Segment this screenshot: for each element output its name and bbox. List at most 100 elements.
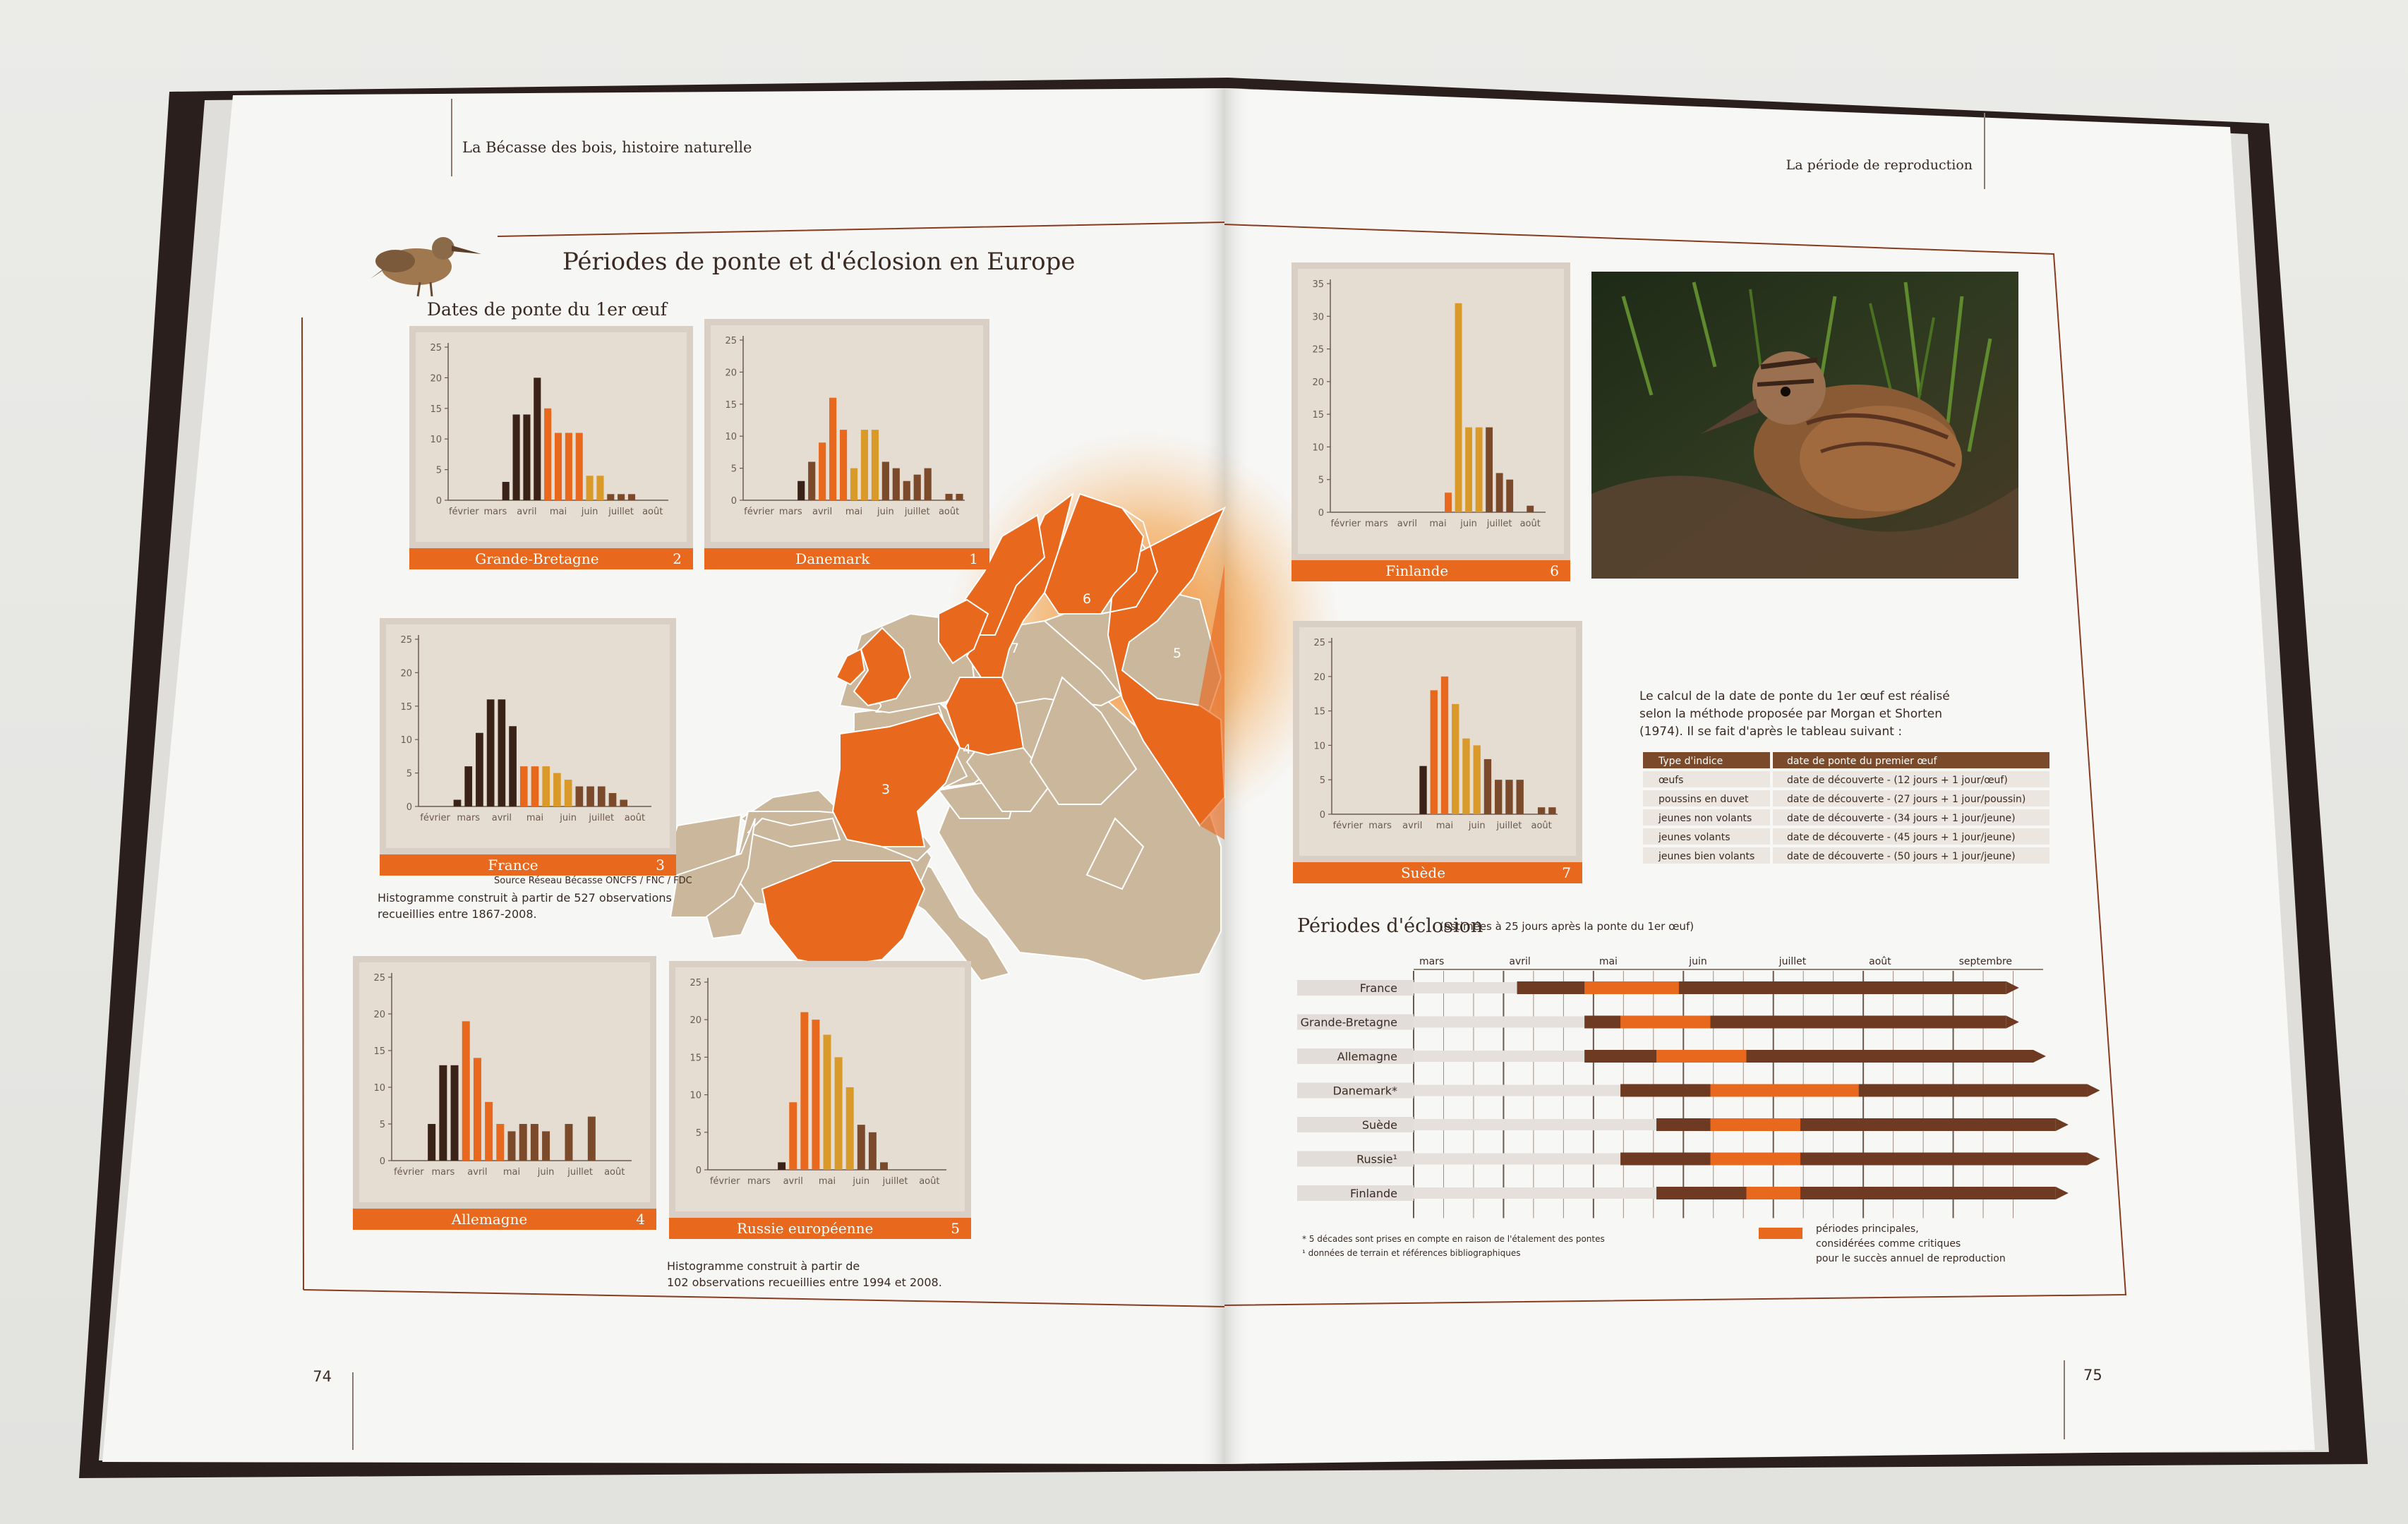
bar	[607, 494, 615, 500]
main-period-bar	[1584, 981, 1679, 994]
table-row: œufs date de découverte - (12 jours + 1 …	[1643, 771, 2049, 787]
bar	[453, 799, 462, 806]
row-label-bg	[1297, 1151, 1414, 1167]
row-label: Russie¹	[1356, 1153, 1397, 1166]
y-tick-label: 10	[1313, 741, 1325, 751]
hatching-row: France	[1297, 980, 2019, 996]
y-tick-label: 0	[731, 496, 737, 507]
x-tick-label: avril	[1402, 821, 1422, 831]
chart-panel	[1299, 627, 1576, 856]
bar	[1486, 427, 1493, 512]
y-tick-label: 15	[430, 404, 442, 415]
hatching-period-bar	[1620, 1152, 2088, 1166]
main-period-bar	[1620, 1015, 1711, 1029]
bar	[608, 793, 617, 806]
bar	[565, 433, 572, 500]
right-page-number: 75	[2083, 1367, 2102, 1384]
bar	[428, 1124, 436, 1161]
hatching-periods-chart: mars avril mai juin juillet août septembre Fran…	[1297, 956, 2100, 1218]
x-tick-label: mai	[1429, 519, 1446, 529]
month-label: septembre	[1959, 956, 2012, 967]
x-tick-label: juillet	[882, 1176, 908, 1187]
bar	[531, 766, 539, 806]
main-period-bar	[1746, 1187, 1800, 1199]
y-tick-label: 25	[1313, 638, 1325, 648]
bar	[597, 786, 606, 806]
x-tick-label: mai	[819, 1176, 836, 1187]
country-number: 3	[656, 857, 665, 873]
x-tick-label: juillet	[1486, 519, 1512, 529]
bar	[565, 1124, 573, 1161]
table-row: jeunes volants date de découverte - (45 …	[1643, 828, 2049, 845]
table-row: poussins en duvet date de découverte - (…	[1643, 790, 2049, 806]
y-tick-label: 15	[1312, 410, 1324, 421]
x-tick-label: août	[604, 1167, 625, 1178]
hatching-title: Périodes d'éclosion	[1297, 915, 1483, 937]
page-title: Périodes de ponte et d'éclosion en Europ…	[562, 248, 1075, 276]
y-tick-label: 0	[380, 1156, 385, 1167]
table-cell: poussins en duvet	[1658, 794, 1749, 805]
x-tick-label: juin	[537, 1167, 555, 1178]
footnote-1: * 5 décades sont prises en compte en rai…	[1302, 1234, 1605, 1244]
table-cell: date de découverte - (45 jours + 1 jour/…	[1787, 832, 2016, 843]
bar	[1452, 703, 1459, 814]
bar	[945, 493, 953, 500]
x-tick-label: juin	[559, 813, 577, 823]
country-band	[1292, 560, 1570, 581]
row-label: Finlande	[1350, 1187, 1397, 1200]
bar	[512, 414, 520, 500]
main-period-bar	[1710, 1118, 1800, 1131]
table-cell: date de découverte - (34 jours + 1 jour/…	[1787, 813, 2016, 824]
table-cell: jeunes non volants	[1658, 813, 1752, 824]
bar	[823, 1034, 831, 1170]
bar	[450, 1065, 459, 1161]
bar	[486, 699, 495, 806]
row-label: Suède	[1362, 1118, 1397, 1132]
bar	[871, 430, 879, 500]
bar	[542, 1131, 550, 1161]
country-label: Suède	[1401, 864, 1445, 881]
france-note-line-1: Histogramme construit à partir de 527 ob…	[378, 891, 672, 905]
legend-line-1: périodes principales,	[1816, 1223, 1919, 1235]
bar	[509, 726, 517, 806]
main-period-bar	[1710, 1152, 1800, 1166]
left-running-head: La Bécasse des bois, histoire naturelle	[462, 139, 752, 156]
country-band	[669, 1218, 971, 1239]
country-label: Grande-Bretagne	[475, 550, 598, 567]
y-tick-label: 15	[373, 1046, 385, 1057]
y-tick-label: 5	[696, 1128, 702, 1139]
bar	[1505, 780, 1513, 814]
pre-period-bar	[1414, 982, 1517, 993]
bar	[868, 1132, 877, 1170]
row-label-bg	[1297, 1117, 1414, 1132]
bar	[476, 732, 483, 806]
map-country-number: 5	[1173, 646, 1181, 661]
hatching-row: Allemagne	[1297, 1048, 2046, 1064]
legend-swatch	[1759, 1228, 1802, 1239]
woodcock-illustration-icon	[371, 237, 481, 297]
x-tick-label: mars	[779, 507, 802, 517]
x-tick-label: mars	[457, 813, 480, 823]
bar	[586, 786, 594, 806]
x-tick-label: avril	[517, 507, 536, 517]
france-source: Source Réseau Bécasse ONCFS / FNC / FDC	[494, 876, 692, 886]
map-country-number: 7	[1011, 641, 1019, 656]
x-tick-label: mai	[550, 507, 567, 517]
bar	[627, 494, 636, 500]
bar	[564, 780, 572, 806]
bar	[1473, 745, 1481, 814]
bar	[857, 1125, 865, 1170]
bar	[462, 1021, 470, 1161]
method-text-line-3: (1974). Il se fait d'après le tableau su…	[1639, 725, 1902, 739]
y-tick-label: 5	[1320, 775, 1325, 786]
x-tick-label: février	[1333, 821, 1363, 831]
bar	[575, 786, 584, 806]
method-text-line-2: selon la méthode proposée par Morgan et …	[1639, 707, 1942, 721]
pre-period-bar	[1414, 1051, 1585, 1062]
row-label-bg	[1297, 980, 1414, 996]
map-country-number: 2	[874, 701, 883, 716]
y-tick-label: 5	[407, 769, 412, 780]
y-tick-label: 10	[430, 435, 442, 445]
period-arrowhead	[2006, 1015, 2019, 1029]
y-tick-label: 5	[380, 1120, 385, 1130]
